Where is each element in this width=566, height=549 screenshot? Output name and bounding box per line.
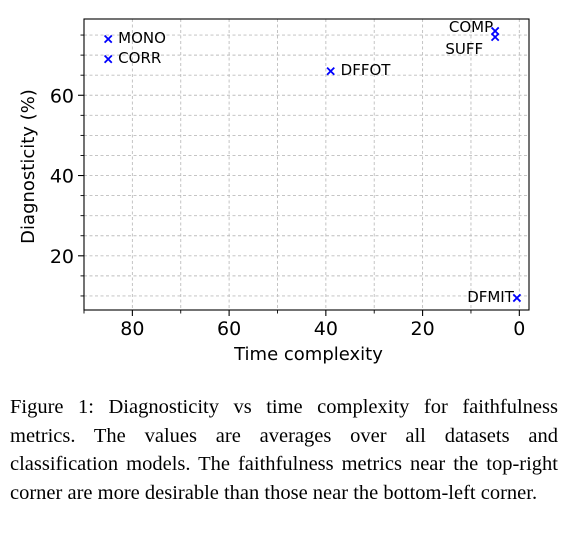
x-tick-label: 20 <box>410 318 434 340</box>
figure: 80 60 40 20 0 20 40 60 Time complexity Diagnostic… <box>18 18 530 365</box>
data-point-dfmit <box>512 293 522 303</box>
y-tick-label: 40 <box>50 166 74 188</box>
y-tick-label: 20 <box>50 246 74 268</box>
x-tick-label: 0 <box>513 318 525 340</box>
x-tick-label: 80 <box>120 318 144 340</box>
data-point-corr <box>103 54 113 64</box>
x-axis-label: Time complexity <box>233 344 383 365</box>
figure-caption: Figure 1: Diagnosticity vs time complexi… <box>10 396 558 504</box>
y-tick-label: 60 <box>50 85 74 107</box>
point-label-dffot: DFFOT <box>341 61 392 79</box>
point-label-dfmit: DFMIT <box>467 288 515 306</box>
data-point-dffot <box>326 66 335 76</box>
point-label-mono: MONO <box>118 29 166 47</box>
x-tick-label: 60 <box>217 318 241 340</box>
scatter-chart: 80 60 40 20 0 20 40 60 Time complexity Diagnostic… <box>18 18 530 365</box>
data-point-suff <box>490 32 500 42</box>
plot-frame <box>83 18 530 311</box>
data-point-mono <box>103 34 113 44</box>
y-axis-label: Diagnosticity (%) <box>18 89 39 244</box>
point-label-comp: COMP <box>449 18 493 36</box>
x-tick-label: 40 <box>314 318 338 340</box>
point-label-corr: CORR <box>118 49 161 67</box>
point-label-suff: SUFF <box>445 40 483 58</box>
